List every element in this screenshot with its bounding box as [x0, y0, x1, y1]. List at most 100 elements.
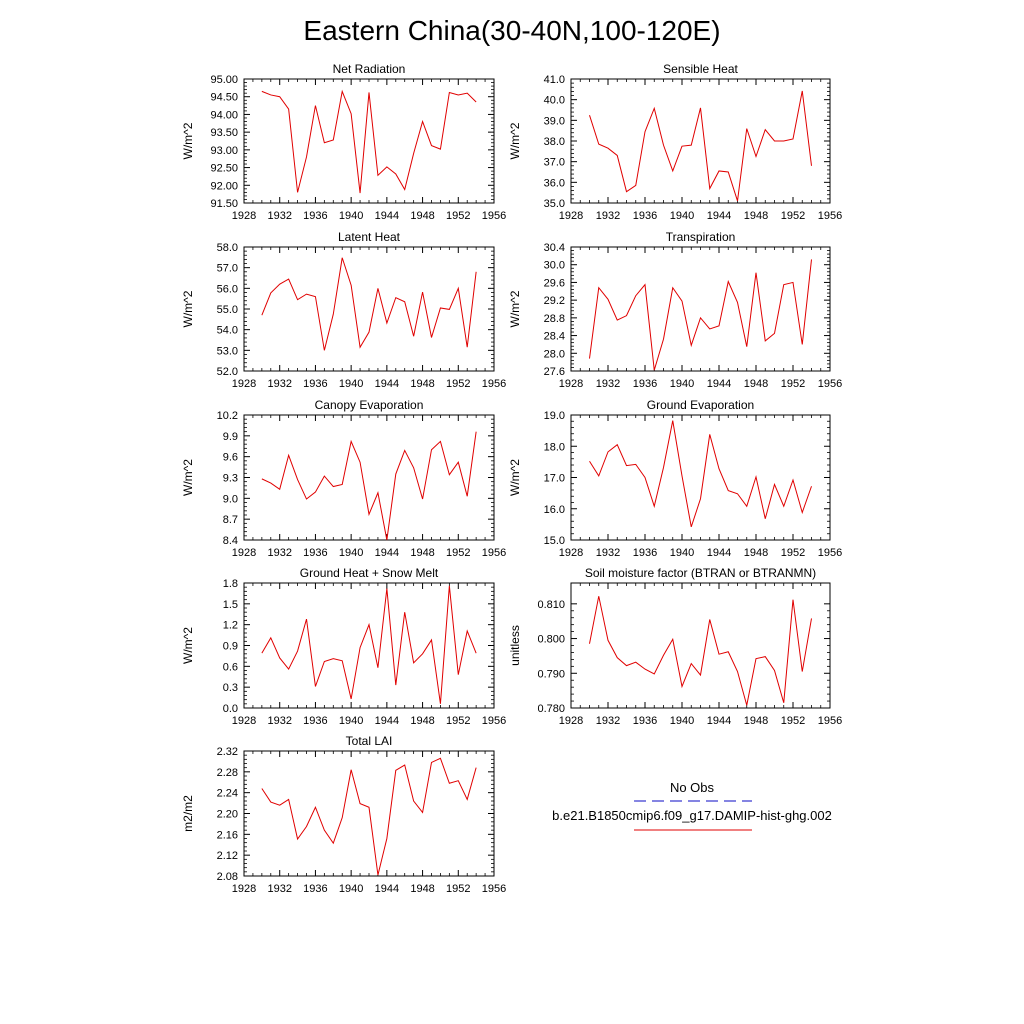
- plot-frame: [570, 78, 831, 204]
- series-line: [261, 431, 477, 541]
- plot-frame: [243, 582, 495, 709]
- y-tick-label: 92.00: [210, 180, 238, 192]
- y-tick-label: 29.6: [544, 277, 565, 289]
- y-tick-label: 57.0: [217, 263, 238, 275]
- y-tick-label: 58.0: [217, 242, 238, 254]
- panel-title: Sensible Heat: [663, 62, 738, 76]
- x-tick-label: 1928: [232, 547, 256, 559]
- x-tick-label: 1944: [707, 547, 731, 559]
- y-tick-label: 0.800: [537, 634, 565, 646]
- x-tick-label: 1936: [303, 715, 327, 727]
- y-tick-label: 2.12: [217, 850, 238, 862]
- y-tick-label: 91.50: [210, 198, 238, 210]
- y-tick-label: 93.50: [210, 127, 238, 139]
- y-tick-label: 1.8: [223, 578, 238, 590]
- y-tick-label: 0.810: [537, 599, 565, 611]
- series-line: [261, 757, 477, 876]
- x-tick-label: 1944: [375, 883, 399, 895]
- x-tick-label: 1956: [818, 715, 842, 727]
- x-tick-label: 1948: [744, 547, 768, 559]
- panel-3: Latent Heat 1928 1932 1936 1940 1944 1948 1952 1…: [181, 230, 506, 390]
- x-tick-label: 1936: [633, 715, 657, 727]
- x-tick-label: 1932: [267, 378, 291, 390]
- y-tick-label: 54.0: [217, 325, 238, 337]
- x-tick-label: 1936: [633, 378, 657, 390]
- panel-8: Soil moisture factor (BTRAN or BTRANMN) 1…: [508, 566, 842, 727]
- series-line: [589, 259, 812, 371]
- y-tick-label: 2.32: [217, 746, 238, 758]
- x-tick-label: 1928: [232, 715, 256, 727]
- x-tick-label: 1952: [781, 715, 805, 727]
- x-tick-label: 1936: [303, 547, 327, 559]
- series-line: [589, 90, 812, 202]
- figure-title: Eastern China(30-40N,100-120E): [303, 15, 720, 46]
- y-tick-label: 10.2: [217, 410, 238, 422]
- panel-title: Soil moisture factor (BTRAN or BTRANMN): [585, 566, 816, 580]
- y-tick-label: 0.0: [223, 703, 238, 715]
- series-line: [589, 420, 812, 528]
- x-tick-label: 1936: [633, 210, 657, 222]
- y-axis-label: W/m^2: [508, 459, 522, 496]
- plot-frame: [243, 414, 495, 541]
- series-line: [261, 585, 477, 704]
- x-tick-label: 1944: [375, 547, 399, 559]
- x-tick-label: 1956: [818, 210, 842, 222]
- x-tick-label: 1948: [744, 210, 768, 222]
- x-tick-label: 1944: [707, 715, 731, 727]
- x-tick-label: 1932: [596, 547, 620, 559]
- x-tick-label: 1952: [446, 210, 470, 222]
- y-axis-label: W/m^2: [508, 290, 522, 327]
- y-tick-label: 27.6: [544, 366, 565, 378]
- y-tick-label: 16.0: [544, 504, 565, 516]
- legend-model-label: b.e21.B1850cmip6.f09_g17.DAMIP-hist-ghg.…: [552, 808, 832, 823]
- x-tick-label: 1928: [232, 378, 256, 390]
- y-tick-label: 52.0: [217, 366, 238, 378]
- y-tick-label: 19.0: [544, 410, 565, 422]
- y-tick-label: 41.0: [544, 74, 565, 86]
- x-tick-label: 1932: [267, 210, 291, 222]
- x-tick-label: 1944: [707, 210, 731, 222]
- x-tick-label: 1956: [482, 378, 506, 390]
- y-tick-label: 15.0: [544, 535, 565, 547]
- y-tick-label: 28.8: [544, 313, 565, 325]
- y-tick-label: 18.0: [544, 441, 565, 453]
- x-tick-label: 1940: [339, 883, 363, 895]
- series-line: [261, 257, 477, 351]
- y-tick-label: 55.0: [217, 304, 238, 316]
- y-tick-label: 37.0: [544, 157, 565, 169]
- y-tick-label: 2.08: [217, 871, 238, 883]
- x-tick-label: 1952: [781, 210, 805, 222]
- panel-title: Ground Heat + Snow Melt: [300, 566, 439, 580]
- y-tick-label: 2.20: [217, 809, 238, 821]
- y-axis-label: W/m^2: [508, 122, 522, 159]
- panel-title: Total LAI: [346, 734, 393, 748]
- y-tick-label: 9.9: [223, 431, 238, 443]
- y-axis-label: W/m^2: [181, 290, 195, 327]
- plot-frame: [570, 246, 831, 372]
- series-line: [261, 89, 477, 194]
- y-tick-label: 94.00: [210, 109, 238, 121]
- x-tick-label: 1940: [339, 378, 363, 390]
- y-axis-label: W/m^2: [181, 459, 195, 496]
- x-tick-label: 1932: [267, 547, 291, 559]
- y-tick-label: 8.4: [223, 535, 238, 547]
- panels-container: Net Radiation 1928 1932 1936 1940 1944 1948 195…: [181, 62, 842, 895]
- x-tick-label: 1936: [633, 547, 657, 559]
- x-tick-label: 1952: [781, 378, 805, 390]
- y-tick-label: 2.24: [217, 788, 238, 800]
- x-tick-label: 1932: [267, 883, 291, 895]
- x-tick-label: 1936: [303, 378, 327, 390]
- y-axis-label: W/m^2: [181, 627, 195, 664]
- x-tick-label: 1940: [670, 547, 694, 559]
- y-tick-label: 8.7: [223, 514, 238, 526]
- x-tick-label: 1928: [559, 715, 583, 727]
- y-tick-label: 9.6: [223, 452, 238, 464]
- panel-title: Canopy Evaporation: [315, 398, 424, 412]
- y-tick-label: 0.9: [223, 641, 238, 653]
- y-tick-label: 39.0: [544, 115, 565, 127]
- y-tick-label: 30.0: [544, 260, 565, 272]
- y-tick-label: 93.00: [210, 145, 238, 157]
- x-tick-label: 1928: [232, 883, 256, 895]
- x-tick-label: 1932: [596, 210, 620, 222]
